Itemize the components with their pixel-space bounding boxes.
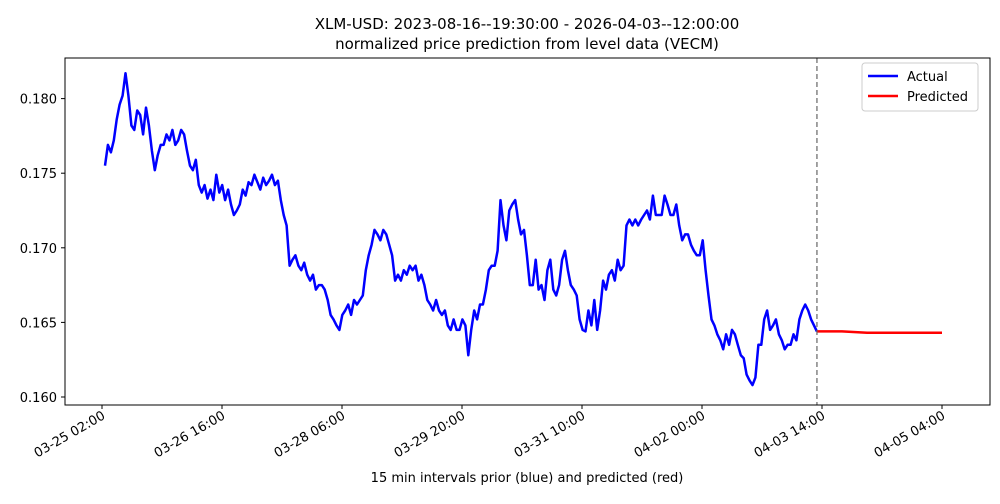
y-tick-label: 0.160 (20, 391, 57, 406)
series-line-predicted (816, 330, 942, 335)
chart-title-line1: XLM-USD: 2023-08-16--19:30:00 - 2026-04-… (315, 15, 740, 33)
y-tick-label: 0.180 (20, 93, 57, 108)
series-line-actual (103, 71, 819, 387)
y-tick-label: 0.175 (20, 167, 57, 182)
y-tick-label: 0.170 (20, 242, 57, 257)
axes-frame (64, 57, 991, 406)
legend-predicted-label: Predicted (907, 90, 968, 105)
chart-title-line2: normalized price prediction from level d… (335, 35, 719, 53)
legend: Actual Predicted (861, 62, 979, 112)
y-axis: 0.160 0.165 0.170 0.175 0.180 (20, 93, 65, 406)
plot-area (103, 58, 942, 405)
legend-actual-label: Actual (907, 70, 948, 85)
y-tick-label: 0.165 (20, 316, 57, 331)
x-axis-label: 15 min intervals prior (blue) and predic… (371, 471, 684, 486)
